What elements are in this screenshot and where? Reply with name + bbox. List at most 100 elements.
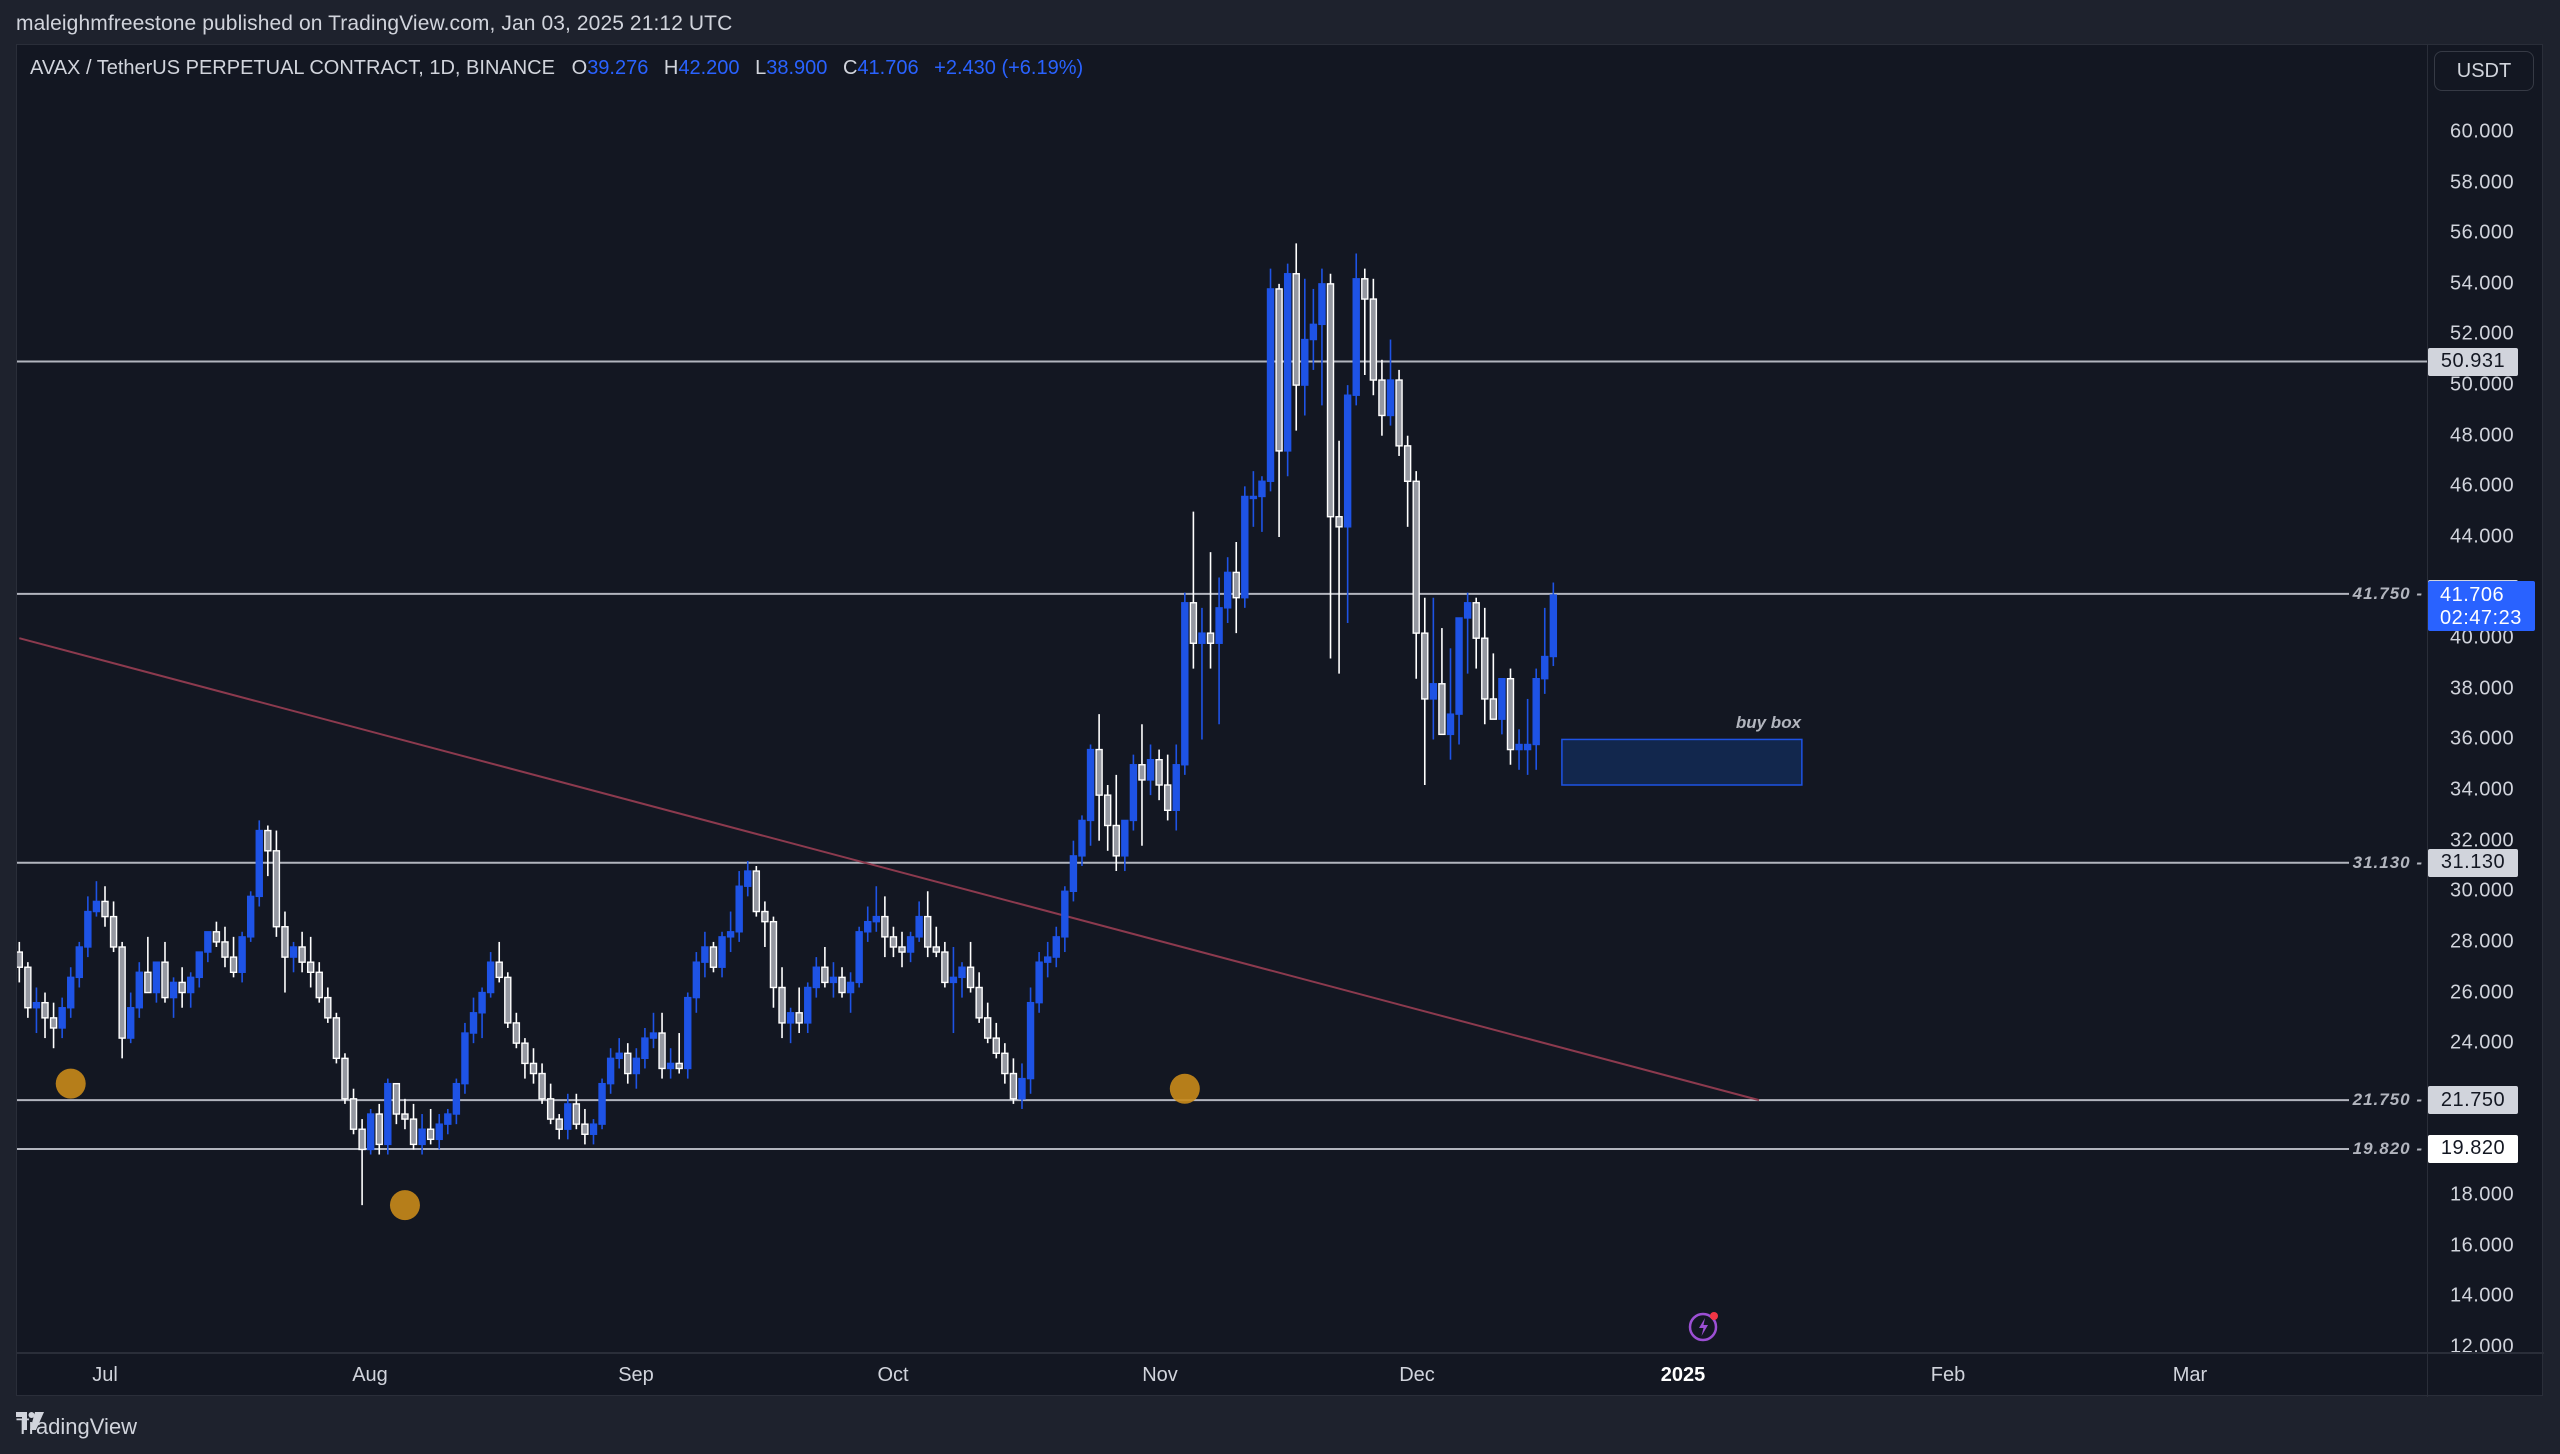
candle-down bbox=[752, 870, 761, 913]
price-axis[interactable]: USDT 60.000 58.000 56.000 54.000 52.000 50.00… bbox=[2427, 45, 2544, 1397]
price-tick: 44.000 bbox=[2450, 525, 2515, 548]
swing-low-marker bbox=[389, 1190, 420, 1221]
candle-up bbox=[735, 885, 743, 933]
candle-up bbox=[461, 1032, 469, 1085]
candle-up bbox=[666, 1062, 675, 1070]
candle-up bbox=[829, 976, 838, 984]
buy-box-rect bbox=[1561, 738, 1803, 786]
candle-down bbox=[49, 1017, 58, 1029]
change-value: +2.430 (+6.19%) bbox=[934, 57, 1084, 79]
candle-down bbox=[118, 946, 126, 1039]
chart-panel[interactable]: AVAX / TetherUS PERPETUAL CONTRACT, 1D, … bbox=[16, 44, 2544, 1397]
candle-down bbox=[298, 946, 306, 963]
candle-up bbox=[1343, 394, 1352, 528]
candle-up bbox=[1061, 890, 1069, 938]
candle-down bbox=[1001, 1052, 1009, 1075]
time-label: Feb bbox=[1930, 1364, 1966, 1386]
price-tick: 18.000 bbox=[2450, 1183, 2515, 1206]
candle-up bbox=[32, 1001, 41, 1009]
candle-up bbox=[1198, 632, 1206, 644]
candle-up bbox=[1515, 743, 1523, 751]
candle-down bbox=[1403, 445, 1412, 482]
candle-up bbox=[1181, 602, 1189, 766]
candle-up bbox=[1498, 677, 1506, 720]
buy-box-label[interactable]: buy box bbox=[1735, 713, 1802, 733]
candlestick-chart[interactable] bbox=[17, 45, 2427, 1352]
candle-down bbox=[1395, 379, 1403, 447]
level-price-label: 19.820 bbox=[2428, 1134, 2518, 1163]
candle-down bbox=[1335, 516, 1343, 528]
candle-up bbox=[478, 991, 486, 1014]
time-axis[interactable]: Jul Aug Sep Oct Nov Dec 2025 Feb Mar bbox=[17, 1352, 2427, 1397]
candle-up bbox=[649, 1032, 658, 1039]
candle-down bbox=[581, 1123, 589, 1135]
inline-level-label: 41.750 - bbox=[2348, 583, 2427, 604]
level-price-label: 21.750 bbox=[2428, 1086, 2518, 1115]
candle-down bbox=[675, 1062, 683, 1070]
candle-up bbox=[1026, 1001, 1035, 1080]
candle-down bbox=[1481, 637, 1489, 700]
candle-up bbox=[435, 1123, 443, 1141]
candle-up bbox=[744, 870, 752, 887]
price-tick: 36.000 bbox=[2450, 727, 2515, 750]
candle-down bbox=[264, 829, 272, 852]
time-label: Dec bbox=[1399, 1364, 1435, 1386]
candle-up bbox=[906, 936, 915, 953]
chart-plot-area[interactable]: AVAX / TetherUS PERPETUAL CONTRACT, 1D, … bbox=[17, 45, 2427, 1352]
candle-down bbox=[1103, 794, 1112, 827]
candle-up bbox=[1532, 677, 1540, 746]
candle-up bbox=[718, 936, 726, 968]
price-tick: 54.000 bbox=[2450, 272, 2515, 295]
candle-up bbox=[255, 829, 263, 898]
candle-down bbox=[161, 961, 169, 999]
lightning-event-icon[interactable] bbox=[1686, 1308, 1722, 1344]
close-value: 41.706 bbox=[857, 57, 919, 79]
candle-down bbox=[975, 986, 983, 1019]
price-tick: 56.000 bbox=[2450, 221, 2515, 244]
swing-low-marker bbox=[55, 1068, 86, 1099]
candle-up bbox=[1283, 273, 1292, 452]
candle-down bbox=[375, 1113, 383, 1146]
candle-down bbox=[358, 1128, 366, 1151]
candle-down bbox=[1361, 278, 1369, 300]
currency-button[interactable]: USDT bbox=[2434, 51, 2534, 91]
candle-up bbox=[135, 971, 143, 1009]
candle-down bbox=[504, 976, 512, 1024]
candle-up bbox=[1318, 283, 1326, 326]
time-label: Jul bbox=[92, 1364, 118, 1386]
candle-up bbox=[204, 931, 212, 953]
candle-down bbox=[1378, 379, 1386, 417]
price-tick: 32.000 bbox=[2450, 829, 2515, 852]
candle-up bbox=[598, 1082, 606, 1125]
candle-down bbox=[1206, 632, 1215, 644]
candle-up bbox=[1446, 713, 1455, 736]
footer-brand[interactable]: TradingView bbox=[16, 1412, 137, 1442]
candle-up bbox=[1129, 764, 1138, 822]
candle-down bbox=[409, 1118, 418, 1146]
candle-up bbox=[1215, 607, 1223, 644]
ohlc-legend: AVAX / TetherUS PERPETUAL CONTRACT, 1D, … bbox=[30, 57, 1083, 80]
candle-down bbox=[324, 996, 332, 1019]
candle-down bbox=[332, 1017, 341, 1060]
candle-up bbox=[1541, 655, 1549, 680]
price-tick: 58.000 bbox=[2450, 171, 2515, 194]
candle-up bbox=[864, 920, 872, 933]
candle-up bbox=[812, 966, 821, 989]
candle-down bbox=[966, 966, 975, 989]
symbol-title[interactable]: AVAX / TetherUS PERPETUAL CONTRACT, 1D, … bbox=[30, 57, 555, 79]
candle-up bbox=[872, 915, 880, 923]
candle-down bbox=[1112, 824, 1120, 857]
candle-up bbox=[486, 961, 495, 994]
candle-down bbox=[229, 956, 238, 973]
candle-down bbox=[658, 1032, 666, 1070]
candle-up bbox=[246, 895, 255, 938]
candle-down bbox=[881, 915, 889, 938]
candle-up bbox=[84, 910, 92, 948]
candle-up bbox=[289, 946, 298, 958]
candle-up bbox=[1301, 338, 1309, 386]
candle-up bbox=[1035, 961, 1043, 1004]
open-value: 39.276 bbox=[587, 57, 649, 79]
candle-down bbox=[1292, 273, 1300, 386]
time-label: Sep bbox=[618, 1364, 654, 1386]
candle-up bbox=[67, 976, 75, 1009]
